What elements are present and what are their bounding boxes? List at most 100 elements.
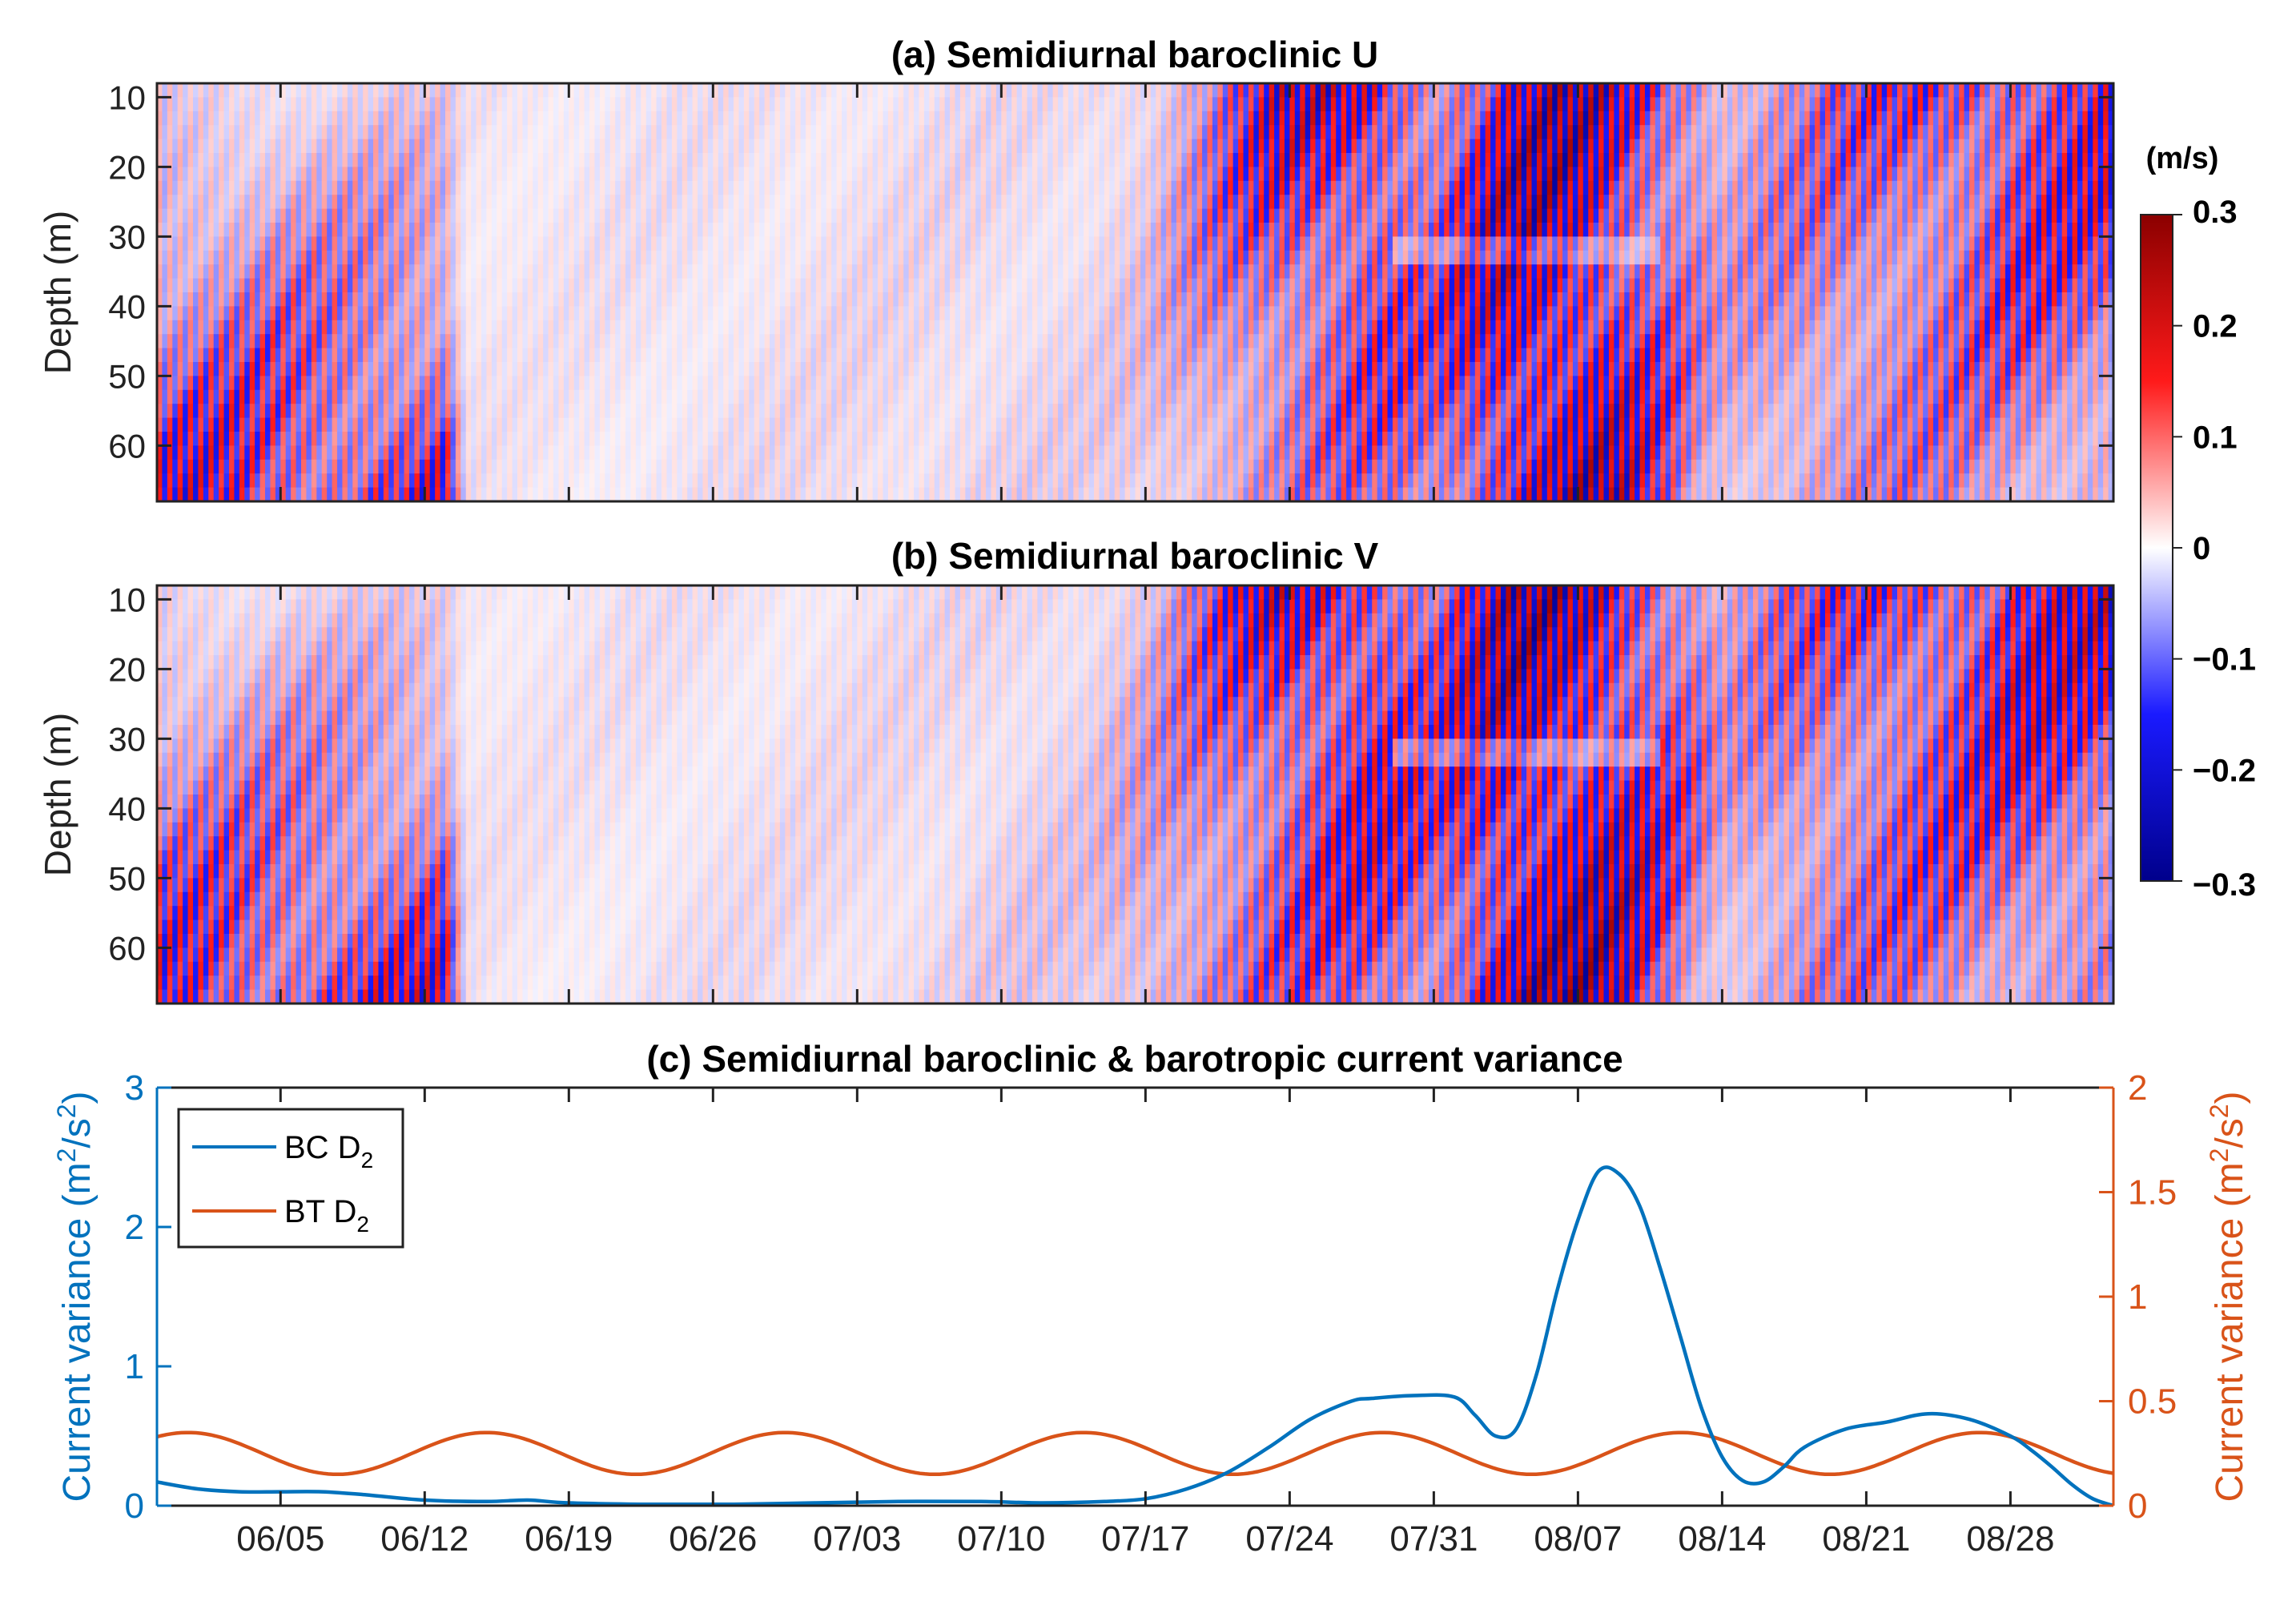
heatmap-cell	[445, 473, 452, 489]
heatmap-cell	[357, 320, 364, 335]
heatmap-cell	[337, 320, 344, 335]
heatmap-cell	[878, 376, 884, 391]
heatmap-cell	[702, 389, 709, 404]
heatmap-cell	[291, 208, 297, 223]
heatmap-cell	[955, 445, 961, 461]
heatmap-cell	[352, 278, 359, 293]
heatmap-cell	[723, 432, 730, 446]
heatmap-cell	[584, 153, 590, 167]
heatmap-cell	[692, 264, 698, 280]
heatmap-cell	[707, 306, 714, 321]
heatmap-cell	[455, 334, 461, 349]
heatmap-cell	[857, 487, 863, 501]
heatmap-cell	[270, 404, 276, 419]
heatmap-cell	[965, 278, 971, 293]
heatmap-cell	[795, 278, 802, 293]
heatmap-cell	[187, 264, 194, 280]
heatmap-cell	[713, 459, 719, 474]
heatmap-cell	[959, 292, 966, 307]
heatmap-cell	[821, 195, 827, 210]
heatmap-cell	[306, 445, 312, 461]
heatmap-cell	[806, 459, 812, 474]
heatmap-cell	[950, 153, 956, 167]
heatmap-cell	[605, 417, 611, 432]
heatmap-cell	[465, 404, 472, 419]
heatmap-cell	[280, 208, 287, 223]
heatmap-cell	[883, 362, 889, 376]
heatmap-cell	[785, 432, 791, 446]
heatmap-cell	[815, 236, 822, 251]
heatmap-cell	[327, 180, 333, 195]
heatmap-cell	[558, 487, 565, 501]
heatmap-cell	[806, 376, 812, 391]
heatmap-cell	[229, 180, 235, 195]
heatmap-cell	[481, 389, 488, 404]
heatmap-cell	[919, 417, 925, 432]
heatmap-cell	[770, 264, 776, 280]
heatmap-cell	[301, 278, 308, 293]
heatmap-cell	[481, 111, 488, 126]
heatmap-cell	[851, 306, 858, 321]
heatmap-cell	[698, 404, 704, 419]
heatmap-cell	[862, 292, 868, 307]
heatmap-cell	[630, 83, 637, 98]
heatmap-cell	[219, 376, 225, 391]
heatmap-cell	[862, 208, 868, 223]
heatmap-cell	[213, 125, 219, 140]
heatmap-cell	[321, 236, 328, 251]
heatmap-cell	[728, 432, 734, 446]
heatmap-cell	[821, 445, 827, 461]
heatmap-cell	[239, 97, 245, 112]
heatmap-cell	[440, 473, 446, 489]
heatmap-cell	[234, 180, 240, 195]
heatmap-cell	[548, 389, 554, 404]
heatmap-cell	[743, 97, 750, 112]
heatmap-cell	[635, 320, 641, 335]
heatmap-cell	[393, 362, 400, 376]
heatmap-cell	[183, 223, 189, 237]
heatmap-cell	[291, 389, 297, 404]
heatmap-cell	[1006, 292, 1012, 307]
heatmap-cell	[609, 208, 616, 223]
heatmap-cell	[275, 348, 281, 363]
heatmap-cell	[368, 125, 374, 140]
heatmap-cell	[368, 432, 374, 446]
heatmap-cell	[573, 195, 580, 210]
heatmap-cell	[193, 292, 199, 307]
heatmap-cell	[831, 320, 838, 335]
heatmap-cell	[404, 376, 410, 391]
heatmap-cell	[728, 250, 734, 265]
heatmap-cell	[404, 459, 410, 474]
heatmap-cell	[842, 445, 848, 461]
heatmap-cell	[445, 292, 452, 307]
heatmap-cell	[908, 432, 915, 446]
heatmap-cell	[846, 153, 853, 167]
heatmap-cell	[342, 97, 348, 112]
heatmap-cell	[157, 334, 163, 349]
heatmap-cell	[383, 195, 389, 210]
heatmap-cell	[373, 139, 380, 154]
heatmap-cell	[399, 389, 405, 404]
heatmap-cell	[219, 362, 225, 376]
heatmap-cell	[815, 348, 822, 363]
heatmap-cell	[605, 223, 611, 237]
heatmap-cell	[183, 334, 189, 349]
heatmap-cell	[698, 264, 704, 280]
heatmap-cell	[193, 250, 199, 265]
heatmap-cell	[259, 348, 266, 363]
heatmap-cell	[939, 376, 946, 391]
heatmap-cell	[368, 264, 374, 280]
heatmap-cell	[404, 250, 410, 265]
heatmap-cell	[713, 278, 719, 293]
heatmap-cell	[970, 348, 976, 363]
heatmap-cell	[759, 97, 766, 112]
heatmap-cell	[810, 306, 817, 321]
heatmap-cell	[548, 111, 554, 126]
heatmap-cell	[213, 153, 219, 167]
heatmap-cell	[517, 167, 524, 182]
heatmap-cell	[512, 180, 518, 195]
heatmap-cell	[713, 180, 719, 195]
heatmap-cell	[661, 180, 668, 195]
heatmap-cell	[357, 125, 364, 140]
heatmap-cell	[806, 348, 812, 363]
